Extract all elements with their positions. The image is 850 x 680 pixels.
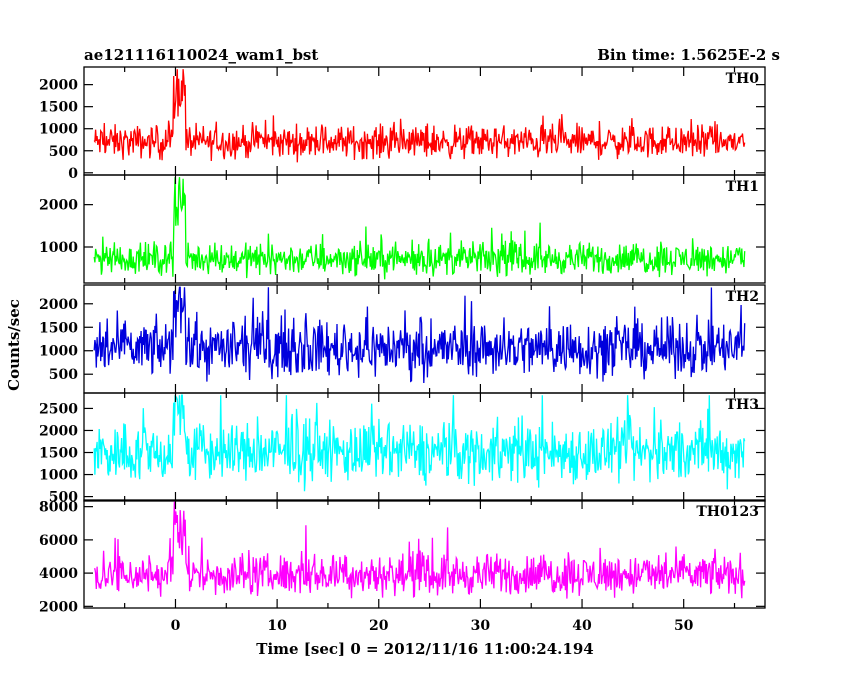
y-tick-label: 2500 [39,401,78,417]
panel-frame [83,499,766,609]
panel-frame [83,174,766,284]
x-tick-label: 50 [674,618,694,634]
y-tick-label: 2000 [39,297,78,313]
y-tick-label: 1000 [39,122,78,138]
panel-label-th2: TH2 [726,289,759,305]
series-th0-line [93,69,746,163]
y-tick-label: 2000 [39,198,78,214]
bin-time-label: Bin time: 1.5625E-2 s [597,46,780,64]
panel-th3: TH3 500 1000 1500 2000 2500 [39,392,766,506]
x-tick-label: 30 [471,618,491,634]
y-tick-label: 500 [49,144,78,160]
series-th2-line [93,286,746,384]
y-tick-label: 1500 [39,446,78,462]
y-tick-label: 0 [68,166,78,182]
panel-th0: TH0 0 500 1000 1500 2000 [39,66,766,182]
x-axis-label: Time [sec] 0 = 2012/11/16 11:00:24.194 [256,640,593,658]
series-th1-line [93,177,746,280]
y-tick-label: 1500 [39,100,78,116]
y-tick-label: 500 [49,367,78,383]
panels: TH00500100015002000TH110002000TH25001000… [39,66,766,634]
x-tick-label: 40 [572,618,592,634]
y-tick-label: 1000 [39,240,78,256]
panel-label-th0123: TH0123 [696,504,759,520]
y-tick-label: 500 [49,490,78,506]
series-th3-line [93,394,746,492]
panel-label-th3: TH3 [726,397,759,413]
panel-th1: TH1 1000 2000 [39,174,766,284]
x-tick-label: 0 [171,618,181,634]
series-th0123-line [94,501,746,599]
x-tick-label: 20 [369,618,389,634]
panel-label-th0: TH0 [726,71,760,87]
y-tick-label: 8000 [39,500,78,516]
y-tick-label: 6000 [39,533,78,549]
y-tick-label: 1000 [39,344,78,360]
panel-th2: TH2 500 1000 1500 2000 [39,284,766,394]
panel-th0123: TH0123 2000 4000 6000 8000 [39,499,766,615]
y-tick-label: 2000 [39,599,78,615]
y-tick-label: 2000 [39,78,78,94]
y-axis-label: Counts/sec [5,299,23,391]
x-tick-label: 10 [267,618,287,634]
panel-label-th1: TH1 [726,179,759,195]
panel-frame [83,392,766,502]
y-tick-label: 1500 [39,320,78,336]
y-tick-label: 2000 [39,423,78,439]
chart-title: ae121116110024_wam1_bst [84,46,318,64]
y-tick-label: 1000 [39,468,78,484]
y-tick-label: 4000 [39,566,78,582]
